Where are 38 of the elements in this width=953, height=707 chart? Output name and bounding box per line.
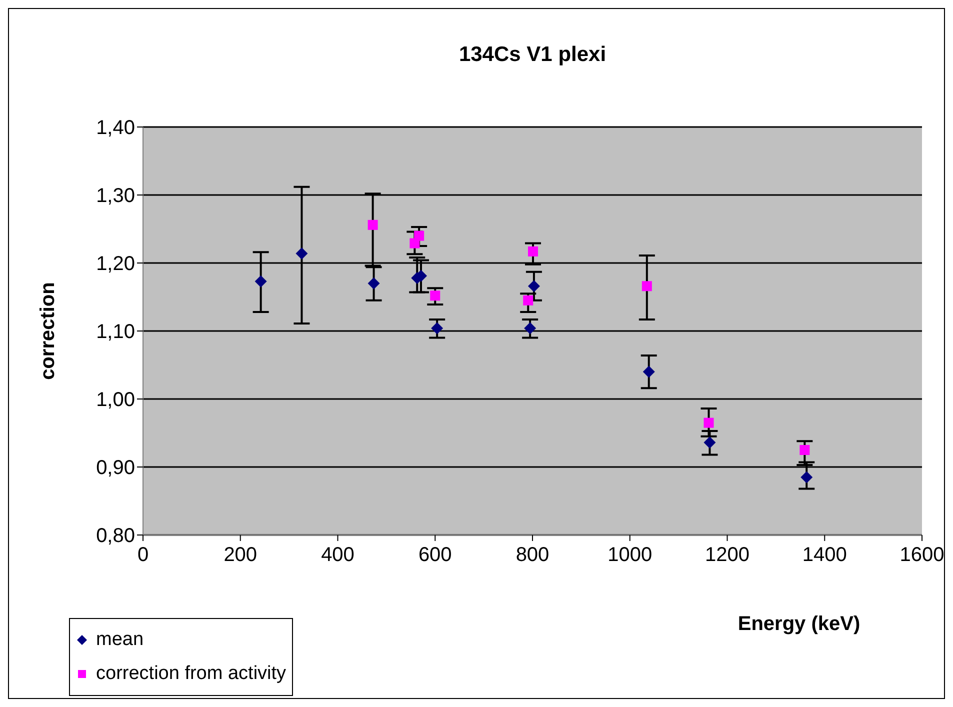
y-tick-label: 1,40 xyxy=(96,117,135,140)
y-axis-title: correction xyxy=(37,282,60,380)
legend-label: correction from activity xyxy=(96,663,286,685)
legend-label: mean xyxy=(96,629,144,651)
point xyxy=(528,280,540,292)
y-tick-label: 1,00 xyxy=(96,389,135,412)
point xyxy=(523,295,534,306)
x-tick-label: 1200 xyxy=(705,544,750,566)
y-tick-label: 1,10 xyxy=(96,321,135,344)
y-tick-label: 1,20 xyxy=(96,253,135,276)
point xyxy=(254,275,267,288)
x-tick-label: 1400 xyxy=(802,544,847,566)
x-tick-label: 400 xyxy=(321,544,354,566)
point xyxy=(704,436,716,449)
y-tick-label: 1,30 xyxy=(96,185,135,208)
point xyxy=(430,290,440,301)
point xyxy=(800,471,813,484)
x-axis-title: Energy (keV) xyxy=(736,613,862,636)
x-tick-label: 0 xyxy=(137,544,149,566)
x-tick-label: 600 xyxy=(418,544,452,566)
point xyxy=(524,322,536,334)
point xyxy=(642,281,652,292)
point xyxy=(296,247,308,260)
point xyxy=(800,445,810,455)
point xyxy=(368,220,378,230)
point xyxy=(431,322,444,334)
point xyxy=(368,277,380,290)
x-tick-label: 1600 xyxy=(900,544,944,566)
chart-title: 134Cs V1 plexi xyxy=(458,43,608,67)
y-tick-label: 0,80 xyxy=(96,525,135,548)
point xyxy=(528,246,538,256)
point xyxy=(642,366,655,378)
x-tick-label: 1000 xyxy=(608,544,652,566)
point xyxy=(704,418,714,428)
x-tick-label: 200 xyxy=(224,544,258,566)
x-tick-label: 800 xyxy=(516,544,550,566)
point xyxy=(414,230,424,241)
y-tick-label: 0,90 xyxy=(96,457,135,480)
